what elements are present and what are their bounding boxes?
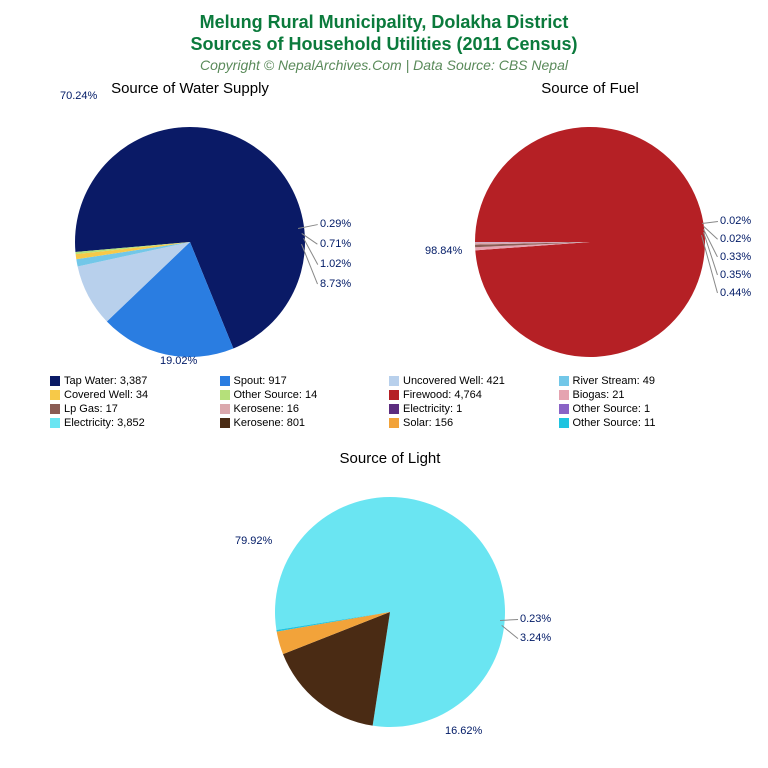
legend: Tap Water: 3,387 Spout: 917 Uncovered Well…	[50, 375, 720, 429]
pct-label: 8.73%	[320, 278, 351, 290]
legend-swatch	[389, 404, 399, 414]
legend-label: Electricity: 3,852	[64, 417, 145, 429]
pct-label: 0.29%	[320, 218, 351, 230]
fuel-chart-title: Source of Fuel	[440, 80, 740, 97]
pct-label: 0.35%	[720, 269, 751, 281]
pct-label: 1.02%	[320, 258, 351, 270]
pct-label: 79.92%	[235, 535, 272, 547]
legend-swatch	[50, 404, 60, 414]
light-chart-title: Source of Light	[240, 450, 540, 467]
legend-item: Other Source: 11	[559, 417, 721, 429]
water-pie-svg	[40, 97, 340, 377]
legend-item: Lp Gas: 17	[50, 403, 212, 415]
legend-item: Firewood: 4,764	[389, 389, 551, 401]
pct-label: 0.71%	[320, 238, 351, 250]
fuel-chart: Source of Fuel	[440, 80, 740, 382]
legend-item: Other Source: 14	[220, 389, 382, 401]
legend-item: Spout: 917	[220, 375, 382, 387]
light-pie-svg	[240, 467, 540, 747]
legend-label: Spout: 917	[234, 375, 287, 387]
pct-label: 19.02%	[160, 355, 197, 367]
subtitle: Copyright © NepalArchives.Com | Data Sou…	[0, 57, 768, 73]
legend-swatch	[50, 418, 60, 428]
legend-label: Solar: 156	[403, 417, 453, 429]
pct-label: 0.02%	[720, 233, 751, 245]
legend-item: Electricity: 1	[389, 403, 551, 415]
legend-item: Tap Water: 3,387	[50, 375, 212, 387]
legend-label: River Stream: 49	[573, 375, 656, 387]
legend-label: Other Source: 11	[573, 417, 656, 429]
pct-label: 0.33%	[720, 251, 751, 263]
pct-label: 70.24%	[60, 90, 97, 102]
pct-label: 3.24%	[520, 632, 551, 644]
legend-swatch	[389, 376, 399, 386]
legend-label: Kerosene: 16	[234, 403, 299, 415]
legend-label: Biogas: 21	[573, 389, 625, 401]
legend-item: River Stream: 49	[559, 375, 721, 387]
pct-label: 16.62%	[445, 725, 482, 737]
legend-swatch	[220, 418, 230, 428]
legend-item: Other Source: 1	[559, 403, 721, 415]
pct-label: 0.02%	[720, 215, 751, 227]
legend-label: Uncovered Well: 421	[403, 375, 505, 387]
legend-item: Covered Well: 34	[50, 389, 212, 401]
legend-label: Electricity: 1	[403, 403, 462, 415]
legend-label: Tap Water: 3,387	[64, 375, 147, 387]
legend-swatch	[50, 376, 60, 386]
pie-slice	[475, 127, 705, 357]
legend-swatch	[389, 390, 399, 400]
legend-swatch	[220, 390, 230, 400]
legend-swatch	[220, 404, 230, 414]
fuel-pie-svg	[440, 97, 740, 377]
legend-label: Kerosene: 801	[234, 417, 306, 429]
water-chart: Source of Water Supply	[40, 80, 340, 382]
legend-swatch	[559, 390, 569, 400]
title-line-2: Sources of Household Utilities (2011 Cen…	[0, 34, 768, 56]
legend-item: Electricity: 3,852	[50, 417, 212, 429]
legend-item: Solar: 156	[389, 417, 551, 429]
title-line-1: Melung Rural Municipality, Dolakha Distr…	[0, 12, 768, 34]
legend-item: Uncovered Well: 421	[389, 375, 551, 387]
pct-label: 0.23%	[520, 613, 551, 625]
legend-swatch	[389, 418, 399, 428]
legend-label: Other Source: 1	[573, 403, 651, 415]
legend-item: Biogas: 21	[559, 389, 721, 401]
legend-swatch	[50, 390, 60, 400]
legend-swatch	[220, 376, 230, 386]
title-block: Melung Rural Municipality, Dolakha Distr…	[0, 0, 768, 73]
pct-label: 0.44%	[720, 287, 751, 299]
legend-swatch	[559, 404, 569, 414]
pct-label: 98.84%	[425, 245, 462, 257]
legend-label: Firewood: 4,764	[403, 389, 482, 401]
legend-label: Other Source: 14	[234, 389, 318, 401]
legend-swatch	[559, 418, 569, 428]
legend-swatch	[559, 376, 569, 386]
legend-item: Kerosene: 801	[220, 417, 382, 429]
legend-label: Lp Gas: 17	[64, 403, 118, 415]
legend-item: Kerosene: 16	[220, 403, 382, 415]
legend-label: Covered Well: 34	[64, 389, 148, 401]
light-chart: Source of Light	[240, 450, 540, 752]
